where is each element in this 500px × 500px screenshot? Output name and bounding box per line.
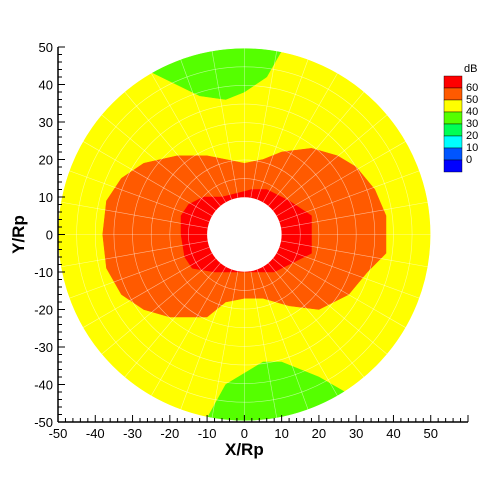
legend-swatch [443, 75, 463, 89]
x-tick-label: -50 [49, 426, 68, 441]
legend-label: 60 [466, 82, 478, 94]
x-tick-label: 0 [241, 426, 248, 441]
grid-spoke [150, 72, 226, 203]
legend-swatch [443, 87, 463, 101]
grid-spoke [82, 141, 213, 217]
y-tick-label: -20 [34, 303, 53, 318]
y-tick-label: -10 [34, 265, 53, 280]
x-tick-label: 10 [274, 426, 288, 441]
legend-swatch [443, 111, 463, 125]
y-tick-label: 10 [39, 190, 53, 205]
grid-spoke [211, 271, 239, 419]
legend-swatch [443, 135, 463, 149]
grid-spoke [262, 266, 338, 397]
grid-spoke [256, 59, 309, 200]
grid-spoke [69, 170, 210, 223]
x-tick-label: 20 [312, 426, 326, 441]
grid-spoke [82, 252, 213, 328]
x-tick-label: -10 [198, 426, 217, 441]
x-axis-ticks: -50 -40 -30 -20 -10 0 10 20 30 40 50 [49, 415, 469, 441]
grid-spoke [279, 246, 420, 299]
grid-spoke [281, 201, 428, 229]
y-tick-label: 50 [39, 40, 53, 55]
legend-label: 30 [466, 118, 478, 130]
grid-spoke [211, 50, 239, 198]
y-tick-label: -30 [34, 340, 53, 355]
grid-spoke [268, 91, 365, 207]
grid-spoke [150, 266, 226, 397]
legend-swatch [443, 159, 463, 173]
x-axis-title: X/Rp [225, 440, 264, 459]
x-tick-label: -20 [160, 426, 179, 441]
grid-spoke [60, 240, 208, 268]
inner-hole [207, 197, 282, 272]
grid-spoke [276, 252, 406, 328]
grid-spoke [60, 201, 208, 229]
x-tick-label: 30 [349, 426, 363, 441]
x-tick-label: 50 [423, 426, 437, 441]
legend-label: 50 [466, 94, 478, 106]
polar-grid [57, 47, 432, 422]
grid-spoke [268, 262, 365, 378]
x-tick-label: -40 [86, 426, 105, 441]
legend-swatch [443, 99, 463, 113]
grid-spoke [124, 91, 221, 207]
y-tick-label: 30 [39, 115, 53, 130]
grid-spoke [69, 246, 210, 299]
y-tick-label: 20 [39, 153, 53, 168]
legend-label: 0 [466, 154, 472, 166]
grid-spoke [276, 141, 406, 217]
grid-spoke [250, 271, 278, 419]
legend-label: 40 [466, 106, 478, 118]
legend-title: dB [464, 63, 477, 75]
grid-spoke [256, 269, 309, 410]
grid-spoke [272, 114, 388, 211]
y-tick-label: -50 [34, 415, 53, 430]
grid-spoke [101, 258, 217, 355]
grid-spoke [180, 59, 232, 200]
grid-spoke [272, 258, 388, 355]
grid-spoke [250, 50, 278, 198]
y-tick-label: 40 [39, 78, 53, 93]
grid-spoke [279, 170, 420, 223]
grid-spoke [180, 269, 232, 410]
grid-spoke [101, 114, 217, 211]
y-tick-label: -40 [34, 378, 53, 393]
x-tick-label: 40 [386, 426, 400, 441]
y-axis-title: Y/Rp [9, 215, 28, 254]
grid-spoke [124, 262, 221, 378]
grid-spoke [262, 72, 338, 203]
y-tick-label: 0 [46, 228, 53, 243]
legend-label: 20 [466, 130, 478, 142]
x-tick-label: -30 [123, 426, 142, 441]
grid-spoke [281, 240, 428, 268]
y-axis-ticks: -50 -40 -30 -20 -10 0 10 20 30 40 50 [34, 40, 65, 430]
legend-swatch [443, 123, 463, 137]
legend-label: 10 [466, 142, 478, 154]
legend-swatch [443, 147, 463, 161]
